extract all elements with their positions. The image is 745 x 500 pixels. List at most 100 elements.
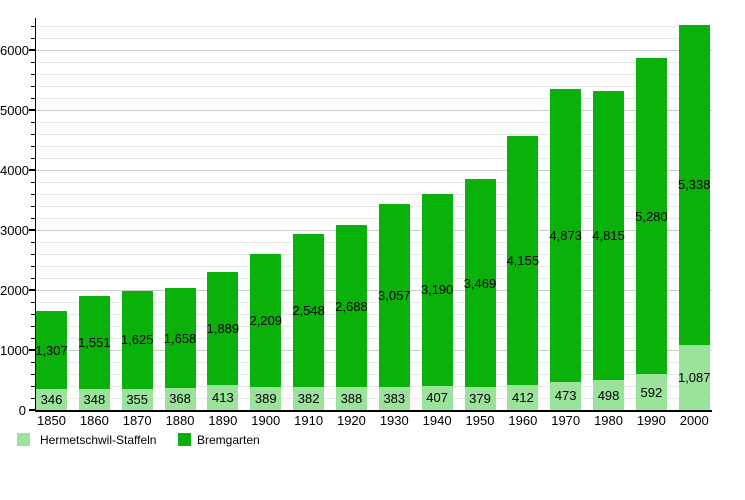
y-minor-tick bbox=[30, 181, 35, 183]
gridline-major bbox=[36, 289, 712, 291]
bar-value-bremgarten: 1,658 bbox=[163, 330, 197, 346]
gridline-minor bbox=[36, 133, 712, 135]
bar-value-bremgarten: 1,889 bbox=[206, 321, 240, 337]
bar-value-hermetschwil: 388 bbox=[340, 390, 363, 406]
y-minor-tick bbox=[30, 241, 35, 243]
bar-value-hermetschwil: 407 bbox=[426, 390, 448, 406]
bar-value-bremgarten: 2,688 bbox=[335, 298, 368, 314]
bar-segment-hermetschwil bbox=[164, 387, 196, 410]
y-minor-tick bbox=[30, 121, 35, 123]
legend-label-bremgarten: Bremgarten bbox=[197, 433, 260, 447]
x-axis-label: 1900 bbox=[251, 413, 281, 428]
bar-segment-hermetschwil bbox=[635, 374, 667, 410]
gridline-minor bbox=[36, 205, 712, 207]
bar-segment-bremgarten bbox=[678, 24, 710, 345]
bar-value-bremgarten: 4,873 bbox=[549, 227, 582, 243]
gridline-major bbox=[36, 109, 712, 111]
y-major-tick bbox=[28, 289, 35, 291]
y-axis-label: 4000 bbox=[0, 162, 29, 178]
bar-segment-bremgarten bbox=[550, 89, 582, 382]
bar-segment-hermetschwil bbox=[378, 387, 410, 410]
bar-value-hermetschwil: 413 bbox=[212, 390, 234, 406]
bar-value-bremgarten: 2,548 bbox=[292, 303, 325, 319]
y-minor-tick bbox=[30, 217, 35, 219]
bar-segment-bremgarten bbox=[121, 291, 153, 389]
gridline-minor bbox=[36, 145, 712, 147]
legend-label-hermetschwil: Hermetschwil-Staffeln bbox=[40, 433, 157, 447]
y-axis-label: 2000 bbox=[0, 282, 29, 298]
gridline-minor bbox=[36, 265, 712, 267]
y-minor-tick bbox=[30, 361, 35, 363]
bar-segment-hermetschwil bbox=[421, 385, 453, 410]
bar-segment-hermetschwil bbox=[207, 385, 239, 410]
y-minor-tick bbox=[30, 397, 35, 399]
bar-segment-bremgarten bbox=[378, 203, 410, 387]
y-minor-tick bbox=[30, 85, 35, 87]
bar-segment-hermetschwil bbox=[36, 389, 67, 410]
y-axis bbox=[34, 18, 36, 412]
y-minor-tick bbox=[30, 337, 35, 339]
bar-segment-hermetschwil bbox=[121, 388, 153, 410]
bar-segment-bremgarten bbox=[207, 271, 239, 386]
y-minor-tick bbox=[30, 205, 35, 207]
bar-value-bremgarten: 5,280 bbox=[635, 208, 668, 224]
y-axis-label: 6000 bbox=[0, 42, 29, 58]
bar-value-bremgarten: 3,057 bbox=[378, 287, 411, 303]
bar-segment-bremgarten bbox=[335, 225, 367, 387]
gridline-minor bbox=[36, 373, 712, 375]
bar-segment-bremgarten bbox=[78, 296, 110, 390]
x-axis-label: 1980 bbox=[594, 413, 623, 428]
bar-value-hermetschwil: 348 bbox=[83, 392, 106, 408]
y-minor-tick bbox=[30, 37, 35, 39]
bar-value-bremgarten: 4,815 bbox=[592, 228, 625, 244]
bar-segment-hermetschwil bbox=[593, 380, 625, 410]
y-major-tick bbox=[28, 49, 35, 51]
bar-value-bremgarten: 1,625 bbox=[120, 332, 154, 348]
x-axis-label: 1870 bbox=[122, 413, 152, 428]
x-axis-label: 1860 bbox=[79, 413, 109, 428]
x-axis-label: 1940 bbox=[422, 413, 452, 428]
bar-value-hermetschwil: 379 bbox=[469, 391, 491, 407]
y-minor-tick bbox=[30, 325, 35, 327]
bar-segment-bremgarten bbox=[507, 135, 539, 386]
bar-value-hermetschwil: 1,087 bbox=[677, 369, 711, 385]
gridline-minor bbox=[36, 337, 712, 339]
gridline-minor bbox=[36, 397, 712, 399]
bar-segment-hermetschwil bbox=[78, 389, 110, 410]
bar-value-hermetschwil: 412 bbox=[511, 390, 534, 406]
gridline-major bbox=[36, 349, 712, 351]
x-axis-label: 1910 bbox=[294, 413, 324, 428]
gridline-minor bbox=[36, 85, 712, 87]
bar-segment-bremgarten bbox=[293, 234, 325, 388]
y-minor-tick bbox=[30, 265, 35, 267]
y-axis-label: 5000 bbox=[0, 102, 29, 118]
legend-swatch-hermetschwil bbox=[17, 433, 30, 446]
bar-segment-bremgarten bbox=[36, 310, 67, 390]
y-major-tick bbox=[28, 229, 35, 231]
x-axis-label: 1930 bbox=[379, 413, 409, 428]
gridline-minor bbox=[36, 385, 712, 387]
y-minor-tick bbox=[30, 193, 35, 195]
y-minor-tick bbox=[30, 73, 35, 75]
y-major-tick bbox=[28, 349, 35, 351]
y-minor-tick bbox=[30, 253, 35, 255]
y-minor-tick bbox=[30, 97, 35, 99]
bar-segment-hermetschwil bbox=[250, 386, 282, 410]
bar-value-bremgarten: 5,338 bbox=[677, 177, 711, 193]
bar-value-hermetschwil: 346 bbox=[40, 392, 63, 408]
bar-value-bremgarten: 2,209 bbox=[249, 312, 283, 328]
y-axis-label: 3000 bbox=[0, 222, 29, 238]
bar-value-hermetschwil: 383 bbox=[383, 391, 406, 406]
x-axis-label: 1950 bbox=[465, 413, 495, 428]
y-axis-label: 0 bbox=[18, 402, 26, 418]
gridline-minor bbox=[36, 325, 712, 327]
x-axis-label: 1990 bbox=[636, 413, 666, 428]
bar-segment-hermetschwil bbox=[550, 381, 582, 410]
y-major-tick bbox=[28, 409, 35, 411]
bar-segment-bremgarten bbox=[250, 254, 282, 387]
gridline-major bbox=[36, 229, 712, 231]
bar-segment-bremgarten bbox=[464, 179, 496, 388]
y-minor-tick bbox=[30, 145, 35, 147]
bar-segment-bremgarten bbox=[164, 288, 196, 388]
